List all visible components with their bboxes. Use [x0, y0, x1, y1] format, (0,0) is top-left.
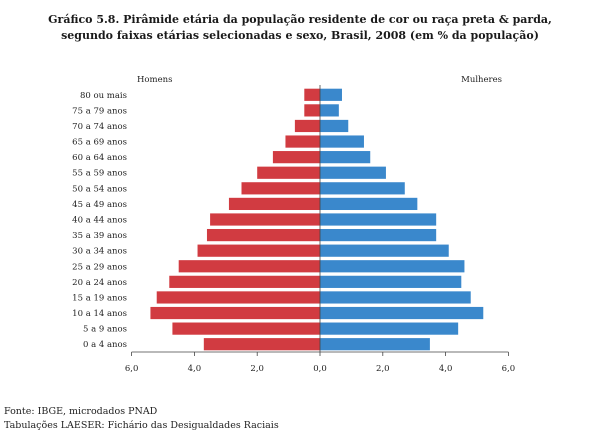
- x-tick-label: 0,0: [313, 364, 327, 374]
- category-label: 45 a 49 anos: [72, 200, 127, 210]
- x-tick-label: 2,0: [376, 364, 390, 374]
- category-label: 80 ou mais: [80, 91, 127, 101]
- bar-mulheres: [320, 275, 462, 288]
- category-label: 20 a 24 anos: [72, 278, 127, 288]
- bar-homens: [172, 322, 320, 335]
- legend-mulheres: Mulheres: [461, 75, 502, 85]
- bar-mulheres: [320, 104, 339, 117]
- bar-mulheres: [320, 291, 471, 304]
- category-label: 5 a 9 anos: [83, 325, 127, 335]
- bar-mulheres: [320, 166, 386, 179]
- bar-mulheres: [320, 197, 418, 211]
- x-tick-label: 4,0: [188, 364, 202, 374]
- category-label: 75 a 79 anos: [72, 106, 127, 116]
- bar-homens: [294, 119, 320, 133]
- legend-homens: Homens: [137, 75, 172, 85]
- bar-mulheres: [320, 306, 484, 320]
- category-label: 15 a 19 anos: [72, 293, 127, 303]
- category-label: 40 a 44 anos: [72, 216, 127, 226]
- bar-homens: [203, 338, 320, 351]
- bar-mulheres: [320, 213, 437, 226]
- bar-homens: [257, 166, 320, 179]
- category-label: 55 a 59 anos: [72, 169, 127, 179]
- category-label: 60 a 64 anos: [72, 153, 127, 163]
- x-tick-label: 6,0: [125, 364, 139, 374]
- category-label: 30 a 34 anos: [72, 247, 127, 257]
- x-tick-label: 4,0: [439, 364, 453, 374]
- chart-title-line-1: Gráfico 5.8. Pirâmide etária da populaçã…: [48, 13, 552, 26]
- bar-mulheres: [320, 228, 437, 242]
- bar-homens: [210, 213, 320, 226]
- bar-homens: [150, 306, 320, 320]
- bar-homens: [285, 135, 320, 148]
- bar-homens: [241, 182, 320, 195]
- source-note: Fonte: IBGE, microdados PNAD: [4, 406, 158, 417]
- x-tick-label: 6,0: [502, 364, 516, 374]
- bar-mulheres: [320, 119, 349, 133]
- bar-homens: [304, 88, 320, 101]
- chart-title-line-2: segundo faixas etárias selecionadas e se…: [61, 29, 539, 42]
- bar-homens: [304, 104, 320, 117]
- category-label: 50 a 54 anos: [72, 184, 127, 194]
- category-label: 65 a 69 anos: [72, 138, 127, 148]
- bar-homens: [178, 260, 320, 273]
- bar-homens: [228, 197, 320, 211]
- bar-homens: [206, 228, 320, 242]
- category-label: 0 a 4 anos: [83, 340, 127, 350]
- bar-mulheres: [320, 338, 430, 351]
- bar-mulheres: [320, 260, 465, 273]
- x-tick-label: 2,0: [250, 364, 264, 374]
- bar-mulheres: [320, 182, 405, 195]
- category-label: 10 a 14 anos: [72, 309, 127, 319]
- bar-mulheres: [320, 151, 371, 164]
- bar-homens: [169, 275, 320, 288]
- category-label: 25 a 29 anos: [72, 262, 127, 272]
- bar-mulheres: [320, 322, 459, 335]
- bar-mulheres: [320, 135, 364, 148]
- category-label: 35 a 39 anos: [72, 231, 127, 241]
- tabulation-note: Tabulações LAESER: Fichário das Desigual…: [4, 420, 279, 431]
- bar-homens: [197, 244, 320, 257]
- bar-mulheres: [320, 88, 342, 101]
- bar-homens: [272, 151, 320, 164]
- bar-mulheres: [320, 244, 449, 257]
- bar-homens: [156, 291, 320, 304]
- category-label: 70 a 74 anos: [72, 122, 127, 132]
